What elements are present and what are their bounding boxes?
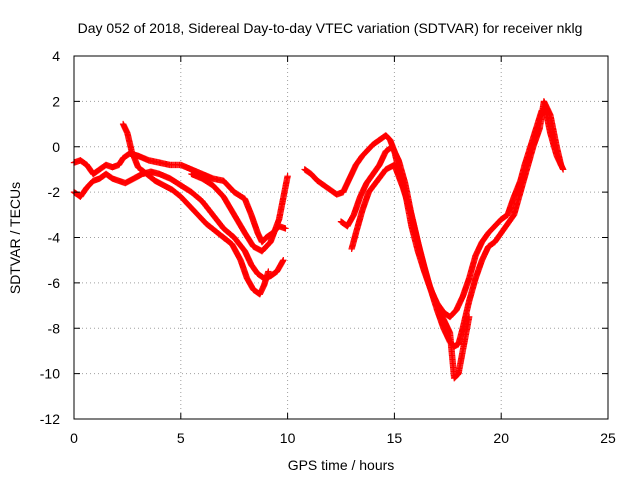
data-point: [280, 256, 287, 264]
x-tick-label: 15: [387, 430, 403, 446]
x-tick-label: 5: [177, 430, 185, 446]
x-tick-label: 10: [280, 430, 296, 446]
data-point: [559, 166, 567, 173]
data-point: [557, 161, 565, 169]
data-point: [465, 313, 473, 321]
series-trace-b: [70, 168, 287, 282]
data-point: [265, 268, 272, 275]
series-trace-g: [348, 161, 473, 382]
y-tick-label: -8: [48, 320, 61, 336]
y-tick-label: 0: [52, 139, 60, 155]
y-tick-label: 2: [52, 93, 60, 109]
chart-title: Day 052 of 2018, Sidereal Day-to-day VTE…: [78, 20, 583, 36]
data-point: [284, 173, 291, 180]
x-tick-label: 20: [493, 430, 509, 446]
y-tick-label: -10: [40, 366, 60, 382]
series-trace-d: [188, 170, 291, 255]
x-axis-label: GPS time / hours: [288, 457, 395, 473]
x-tick-label: 25: [600, 430, 616, 446]
data-points: [70, 98, 567, 382]
axis-ticks: 0 5 10 15 20 25 -12 -10 -8 -6 -4 -2 0 2 4: [40, 48, 616, 446]
y-tick-label: -4: [48, 230, 61, 246]
x-tick-label: 0: [70, 430, 78, 446]
y-tick-label: -6: [48, 275, 61, 291]
data-point: [282, 225, 289, 232]
y-axis-label: SDTVAR / TECUs: [7, 182, 23, 294]
y-tick-label: 4: [52, 48, 60, 64]
y-tick-label: -2: [48, 184, 61, 200]
series-trace-c: [119, 120, 272, 298]
y-tick-label: -12: [40, 411, 60, 427]
